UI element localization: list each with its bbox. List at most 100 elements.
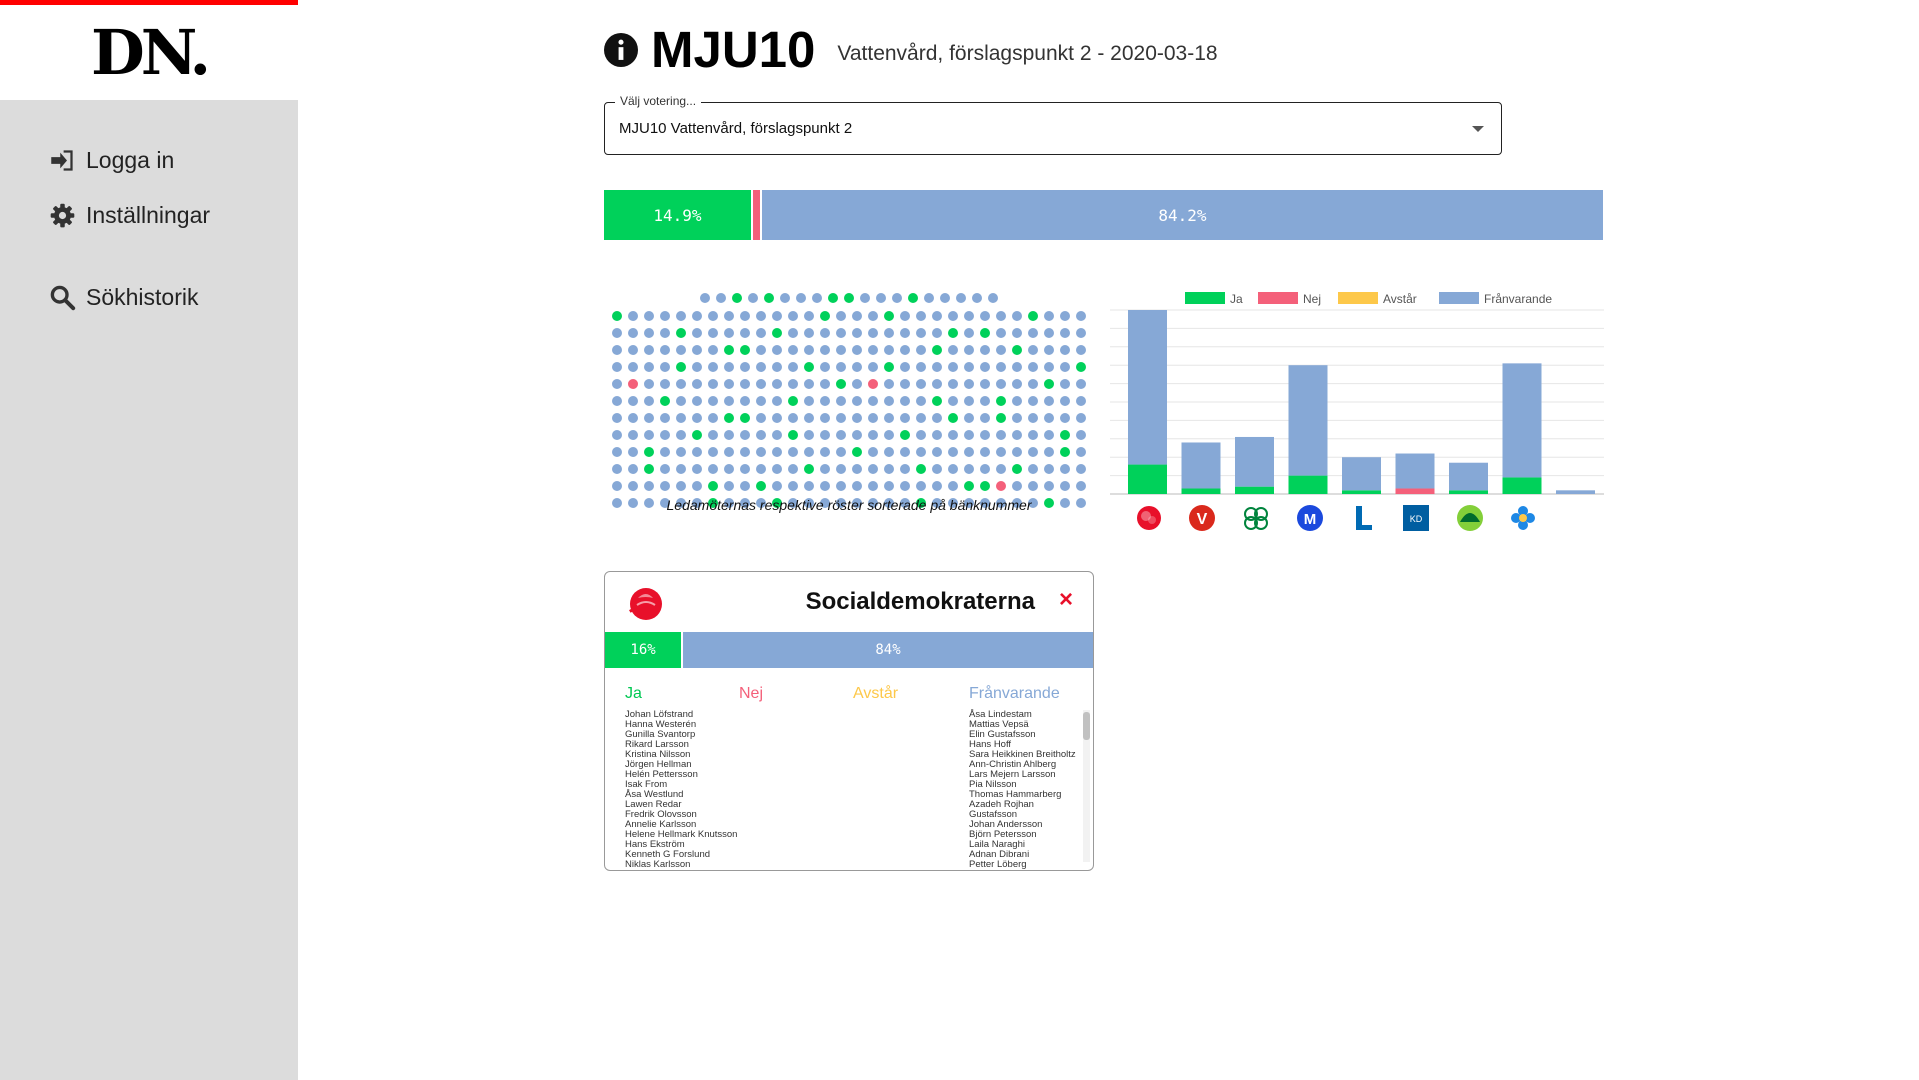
seat-dot[interactable] — [724, 464, 734, 474]
seat-dot[interactable] — [612, 396, 622, 406]
bar-segment-mp[interactable] — [1449, 462, 1488, 491]
seat-dot[interactable] — [964, 311, 974, 321]
seat-dot[interactable] — [796, 293, 806, 303]
seat-dot[interactable] — [700, 293, 710, 303]
flower-icon[interactable] — [1511, 506, 1535, 530]
seat-dot[interactable] — [660, 430, 670, 440]
seat-dot[interactable] — [820, 430, 830, 440]
seat-dot[interactable] — [996, 430, 1006, 440]
bar-segment-c[interactable] — [1235, 436, 1274, 487]
seat-dot[interactable] — [660, 413, 670, 423]
seat-dot[interactable] — [724, 447, 734, 457]
seat-dot[interactable] — [1060, 413, 1070, 423]
seat-dot[interactable] — [708, 498, 718, 508]
seat-dot[interactable] — [932, 396, 942, 406]
seat-dot[interactable] — [772, 379, 782, 389]
seat-dot[interactable] — [1028, 345, 1038, 355]
seat-dot[interactable] — [676, 311, 686, 321]
seat-dot[interactable] — [932, 430, 942, 440]
seat-dot[interactable] — [1044, 362, 1054, 372]
seat-dot[interactable] — [1044, 311, 1054, 321]
seat-dot[interactable] — [836, 481, 846, 491]
seat-dot[interactable] — [804, 464, 814, 474]
seat-dot[interactable] — [660, 311, 670, 321]
seat-dot[interactable] — [780, 293, 790, 303]
seat-dot[interactable] — [1076, 379, 1086, 389]
seat-dot[interactable] — [1044, 430, 1054, 440]
seat-dot[interactable] — [1076, 447, 1086, 457]
seat-dot[interactable] — [724, 311, 734, 321]
seat-dot[interactable] — [916, 311, 926, 321]
seat-dot[interactable] — [1012, 430, 1022, 440]
seat-dot[interactable] — [628, 481, 638, 491]
seat-dot[interactable] — [1060, 498, 1070, 508]
legend-swatch[interactable] — [1185, 292, 1225, 304]
seat-dot[interactable] — [852, 447, 862, 457]
seat-dot[interactable] — [908, 293, 918, 303]
seat-dot[interactable] — [996, 498, 1006, 508]
seat-dot[interactable] — [612, 345, 622, 355]
seat-dot[interactable] — [756, 498, 766, 508]
seat-dot[interactable] — [932, 447, 942, 457]
seat-dot[interactable] — [692, 447, 702, 457]
kd-icon[interactable]: KD — [1403, 505, 1429, 531]
seat-dot[interactable] — [628, 345, 638, 355]
dn-logo[interactable]: DN. — [90, 16, 211, 89]
seat-dot[interactable] — [820, 362, 830, 372]
seat-dot[interactable] — [1060, 345, 1070, 355]
seat-dot[interactable] — [772, 413, 782, 423]
seat-dot[interactable] — [612, 498, 622, 508]
seat-dot[interactable] — [724, 481, 734, 491]
seat-dot[interactable] — [948, 362, 958, 372]
seat-dot[interactable] — [660, 328, 670, 338]
seat-dot[interactable] — [900, 362, 910, 372]
seat-dot[interactable] — [756, 379, 766, 389]
seat-dot[interactable] — [980, 413, 990, 423]
seat-dot[interactable] — [916, 328, 926, 338]
seat-dot[interactable] — [772, 481, 782, 491]
seat-dot[interactable] — [884, 447, 894, 457]
seat-dot[interactable] — [948, 413, 958, 423]
seat-dot[interactable] — [676, 447, 686, 457]
seat-dot[interactable] — [964, 345, 974, 355]
seat-dot[interactable] — [644, 311, 654, 321]
seat-dot[interactable] — [724, 396, 734, 406]
seat-dot[interactable] — [788, 396, 798, 406]
seat-dot[interactable] — [900, 311, 910, 321]
seat-dot[interactable] — [852, 498, 862, 508]
seat-dot[interactable] — [836, 430, 846, 440]
seat-dot[interactable] — [692, 396, 702, 406]
seat-dot[interactable] — [764, 293, 774, 303]
seat-dot[interactable] — [964, 396, 974, 406]
seat-dot[interactable] — [644, 430, 654, 440]
bar-segment-kd[interactable] — [1395, 488, 1435, 494]
seat-dot[interactable] — [740, 396, 750, 406]
seat-dot[interactable] — [948, 430, 958, 440]
seat-dot[interactable] — [900, 345, 910, 355]
seat-dot[interactable] — [644, 413, 654, 423]
seat-dot[interactable] — [708, 396, 718, 406]
seat-dot[interactable] — [660, 345, 670, 355]
seat-dot[interactable] — [892, 293, 902, 303]
seat-dot[interactable] — [772, 447, 782, 457]
seat-dot[interactable] — [804, 345, 814, 355]
seat-dot[interactable] — [804, 328, 814, 338]
seat-dot[interactable] — [868, 379, 878, 389]
seat-dot[interactable] — [932, 328, 942, 338]
bar-segment-sd[interactable] — [1502, 363, 1542, 478]
seat-dot[interactable] — [708, 430, 718, 440]
seat-dot[interactable] — [996, 481, 1006, 491]
bar-segment-kd[interactable] — [1395, 453, 1435, 489]
seat-dot[interactable] — [788, 345, 798, 355]
seat-dot[interactable] — [676, 379, 686, 389]
seat-dot[interactable] — [820, 396, 830, 406]
seat-dot[interactable] — [676, 413, 686, 423]
seat-dot[interactable] — [772, 430, 782, 440]
seat-dot[interactable] — [1028, 464, 1038, 474]
v-icon[interactable]: V — [1189, 505, 1215, 531]
seat-dot[interactable] — [948, 481, 958, 491]
seat-dot[interactable] — [972, 293, 982, 303]
seat-dot[interactable] — [1028, 447, 1038, 457]
seat-dot[interactable] — [788, 430, 798, 440]
seat-dot[interactable] — [1044, 345, 1054, 355]
